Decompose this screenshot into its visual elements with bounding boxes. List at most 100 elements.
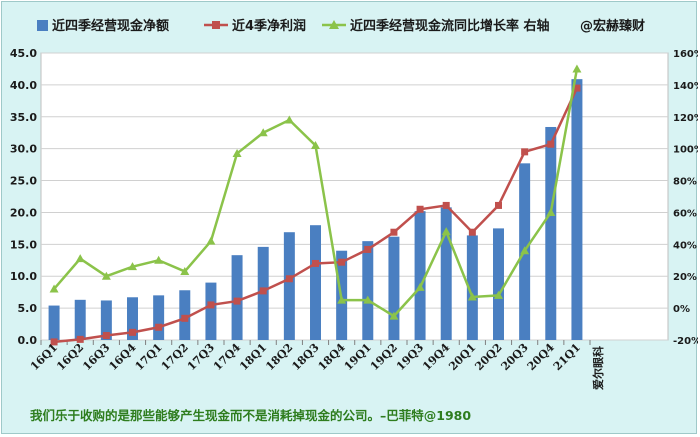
right-tick-label: 40% xyxy=(673,240,697,251)
left-tick-label: 15.0 xyxy=(10,238,37,251)
profit-point xyxy=(573,84,581,92)
left-axis: 0.0 5.0 10.0 15.0 20.0 25.0 30.0 35.0 40.0 45.0 xyxy=(10,47,37,347)
legend-swatch-bars xyxy=(37,20,48,31)
x-tick-label: 20Q1 xyxy=(446,341,478,373)
legend-label-bars: 近四季经营现金净额 xyxy=(52,18,169,34)
x-tick-label: 18Q2 xyxy=(263,341,295,373)
growth-point xyxy=(520,246,530,255)
right-tick-label: 160% xyxy=(673,49,698,60)
x-tick-label: 18Q1 xyxy=(237,341,269,373)
growth-point xyxy=(441,227,451,236)
x-tick-label: 17Q3 xyxy=(185,341,217,373)
right-tick-label: 20% xyxy=(673,272,697,283)
right-tick-label: 140% xyxy=(673,81,698,92)
profit-point xyxy=(233,297,241,305)
x-tick-label: 20Q2 xyxy=(472,341,504,373)
x-tick-label: 19Q1 xyxy=(342,341,374,373)
bar xyxy=(362,241,374,340)
growth-point xyxy=(75,254,85,263)
growth-point xyxy=(232,148,242,157)
growth-point xyxy=(494,290,503,299)
profit-point xyxy=(547,140,555,148)
bar xyxy=(310,225,321,340)
left-tick-label: 45.0 xyxy=(10,47,37,60)
x-tick-label: 17Q1 xyxy=(133,341,165,373)
growth-point xyxy=(206,236,216,245)
bar xyxy=(493,228,504,340)
company-label: 爱尔眼科 xyxy=(591,346,605,390)
bar xyxy=(205,282,217,340)
profit-point xyxy=(207,301,215,309)
growth-point xyxy=(154,255,164,264)
legend-label-profit: 近4季净利润 xyxy=(232,18,306,34)
bar xyxy=(48,305,60,340)
profit-point xyxy=(312,259,319,267)
x-tick-label: 16Q2 xyxy=(54,341,86,373)
profit-point xyxy=(338,258,346,266)
right-tick-label: 120% xyxy=(673,113,698,124)
growth-point xyxy=(572,64,582,73)
bar xyxy=(100,300,112,340)
right-tick-label: 100% xyxy=(673,145,698,156)
bar xyxy=(283,232,295,340)
bar xyxy=(545,126,557,340)
growth-series xyxy=(49,64,582,320)
profit-point xyxy=(76,335,84,343)
growth-point xyxy=(311,140,320,149)
profit-point xyxy=(129,328,136,336)
left-tick-label: 20.0 xyxy=(10,206,37,219)
x-tick-label: 17Q2 xyxy=(159,341,191,373)
x-tick-label: 17Q4 xyxy=(211,341,243,373)
profit-point xyxy=(50,338,58,346)
growth-point xyxy=(180,266,190,275)
left-tick-label: 5.0 xyxy=(18,302,38,315)
x-tick-label: 16Q4 xyxy=(106,341,138,373)
x-tick-label: 20Q4 xyxy=(525,341,557,373)
footer-quote: 我们乐于收购的是那些能够产生现金而不是消耗掉现金的公司。–巴菲特@1980 xyxy=(30,408,471,423)
profit-point xyxy=(390,228,398,236)
x-tick-label: 21Q1 xyxy=(551,341,583,373)
bar xyxy=(153,295,165,340)
plot-area xyxy=(40,52,669,341)
profit-point xyxy=(495,201,502,209)
left-tick-label: 0.0 xyxy=(18,334,38,347)
x-tick-label: 18Q3 xyxy=(289,341,321,373)
right-axis: -20% 0% 20% 40% 60% 80% 100% 120% 140% 160% xyxy=(673,49,698,347)
growth-point xyxy=(49,284,59,293)
bar xyxy=(231,255,243,340)
growth-point xyxy=(101,271,111,280)
growth-point xyxy=(258,128,268,137)
left-tick-label: 10.0 xyxy=(10,270,37,283)
profit-point xyxy=(181,314,189,322)
profit-point xyxy=(442,201,450,209)
growth-point xyxy=(546,207,556,216)
left-tick-label: 30.0 xyxy=(10,143,37,156)
bar xyxy=(74,299,86,340)
right-tick-label: 80% xyxy=(673,177,697,188)
x-tick-label: 19Q3 xyxy=(394,341,426,373)
x-tick-label: 20Q3 xyxy=(499,341,531,373)
profit-point xyxy=(521,148,529,156)
left-tick-label: 40.0 xyxy=(10,79,37,92)
x-tick-label: 18Q4 xyxy=(316,341,348,373)
growth-point xyxy=(337,295,347,304)
x-tick-label: 19Q4 xyxy=(420,341,452,373)
x-axis: 16Q116Q216Q316Q417Q117Q217Q317Q418Q118Q2… xyxy=(28,341,583,373)
gridlines xyxy=(40,52,668,345)
right-tick-label: 0% xyxy=(673,304,690,315)
bar xyxy=(414,211,426,340)
right-tick-label: 60% xyxy=(673,208,697,219)
profit-point xyxy=(102,332,110,340)
profit-point xyxy=(416,205,424,213)
x-tick-label: 16Q3 xyxy=(80,341,112,373)
profit-point xyxy=(155,323,163,331)
legend-marker-growth xyxy=(329,20,339,29)
bar xyxy=(127,297,138,340)
left-tick-label: 35.0 xyxy=(10,111,37,124)
bar xyxy=(440,207,452,340)
legend-marker-profit xyxy=(212,21,220,29)
growth-point xyxy=(284,115,294,124)
x-tick-label: 19Q2 xyxy=(368,341,400,373)
profit-point xyxy=(364,245,372,253)
